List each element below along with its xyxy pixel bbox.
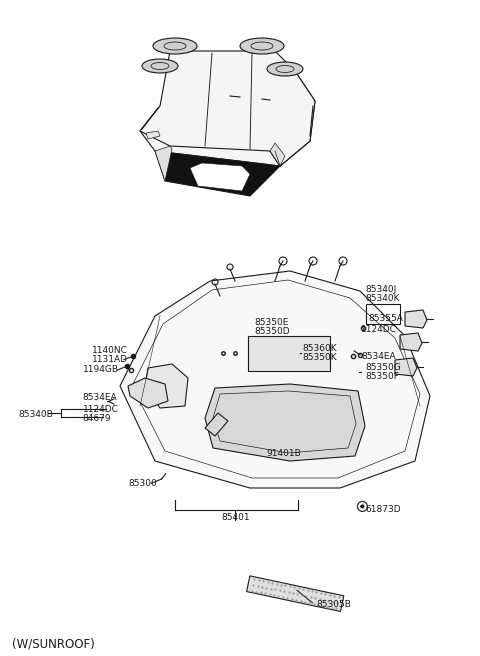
Ellipse shape [240, 38, 284, 54]
Polygon shape [155, 151, 280, 196]
Text: 8534EA: 8534EA [83, 393, 117, 402]
Text: 85340B: 85340B [18, 410, 53, 419]
Polygon shape [270, 61, 315, 166]
Polygon shape [405, 310, 427, 328]
Text: 85300: 85300 [129, 479, 157, 488]
Text: 85360K: 85360K [302, 344, 337, 353]
Polygon shape [205, 413, 228, 436]
Polygon shape [120, 271, 430, 488]
Text: 85350D: 85350D [254, 327, 290, 337]
Text: (W/SUNROOF): (W/SUNROOF) [12, 638, 95, 651]
Text: 85340J: 85340J [366, 285, 397, 294]
Text: 8534EA: 8534EA [361, 352, 396, 361]
Text: 85350K: 85350K [302, 353, 337, 362]
Polygon shape [395, 358, 417, 376]
Text: 61873D: 61873D [366, 504, 401, 514]
Polygon shape [205, 384, 365, 461]
Polygon shape [247, 576, 344, 611]
Text: 91401B: 91401B [266, 449, 301, 459]
Text: 1131AD: 1131AD [92, 355, 128, 364]
Polygon shape [248, 336, 330, 371]
Text: 85401: 85401 [221, 513, 250, 522]
Bar [366, 304, 400, 324]
Ellipse shape [142, 59, 178, 73]
Text: 1140NC: 1140NC [92, 346, 128, 355]
Circle shape [360, 504, 364, 508]
Polygon shape [190, 163, 250, 191]
Text: 84679: 84679 [83, 414, 111, 423]
Text: 85350E: 85350E [254, 318, 289, 327]
Polygon shape [270, 143, 285, 166]
Polygon shape [155, 146, 172, 181]
Polygon shape [400, 333, 422, 351]
Polygon shape [128, 378, 168, 408]
Text: 1194GB: 1194GB [83, 365, 119, 375]
Text: 1124DC: 1124DC [83, 405, 119, 414]
Text: 85305B: 85305B [316, 600, 351, 609]
Text: 85340K: 85340K [366, 294, 400, 303]
Circle shape [358, 501, 367, 512]
Polygon shape [145, 364, 188, 408]
Text: 85355A: 85355A [369, 314, 404, 323]
Text: 1124DC: 1124DC [361, 325, 397, 335]
Text: 85350F: 85350F [366, 372, 400, 381]
Polygon shape [140, 51, 315, 166]
Polygon shape [140, 106, 310, 166]
Ellipse shape [153, 38, 197, 54]
Polygon shape [146, 131, 160, 139]
Ellipse shape [267, 62, 303, 76]
Text: 85350G: 85350G [366, 363, 401, 372]
